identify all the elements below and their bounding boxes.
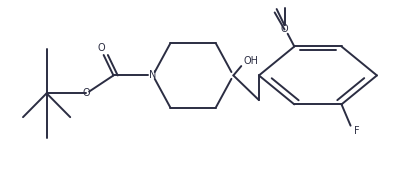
Text: O: O [98, 43, 105, 53]
Text: O: O [281, 24, 288, 34]
Text: N: N [149, 70, 156, 80]
Text: O: O [82, 88, 90, 98]
Text: F: F [354, 126, 360, 136]
Text: OH: OH [244, 56, 259, 66]
